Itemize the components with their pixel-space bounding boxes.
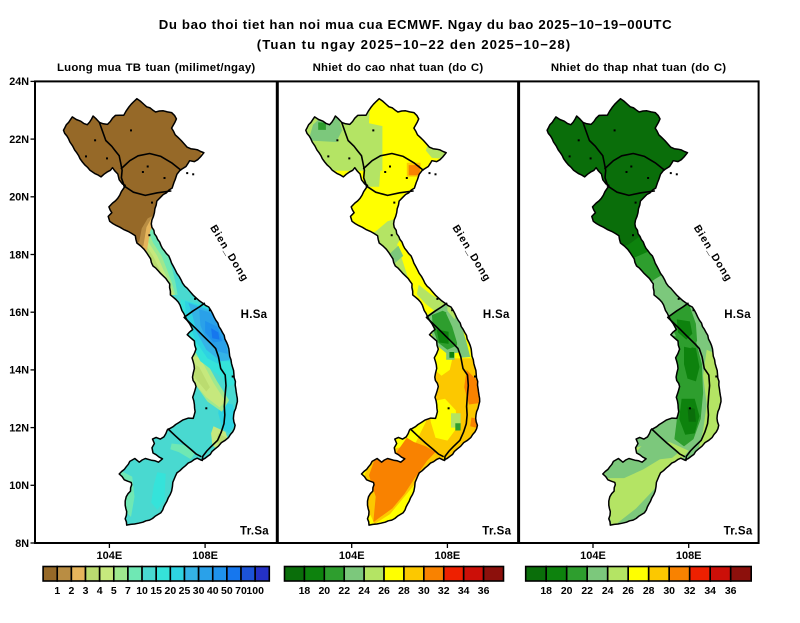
svg-text:1: 1: [54, 585, 60, 597]
svg-text:36: 36: [478, 585, 490, 597]
svg-text:Nhiet do cao nhat tuan (do C): Nhiet do cao nhat tuan (do C): [313, 62, 484, 74]
svg-text:28: 28: [398, 585, 410, 597]
svg-text:Du bao thoi tiet han noi mua c: Du bao thoi tiet han noi mua cua ECMWF. …: [159, 17, 673, 32]
svg-text:104E: 104E: [339, 550, 365, 562]
svg-text:32: 32: [684, 585, 696, 597]
svg-text:10: 10: [136, 585, 148, 597]
svg-text:34: 34: [704, 585, 716, 597]
svg-text:50: 50: [221, 585, 233, 597]
svg-text:40: 40: [207, 585, 219, 597]
svg-text:8N: 8N: [15, 538, 29, 550]
svg-text:28: 28: [643, 585, 655, 597]
svg-text:10N: 10N: [9, 480, 29, 492]
svg-text:24N: 24N: [9, 76, 29, 88]
svg-text:25: 25: [179, 585, 191, 597]
svg-text:30: 30: [663, 585, 675, 597]
svg-text:H.Sa: H.Sa: [483, 309, 510, 321]
svg-text:H.Sa: H.Sa: [724, 309, 751, 321]
svg-text:20: 20: [318, 585, 330, 597]
svg-text:26: 26: [622, 585, 634, 597]
svg-text:32: 32: [438, 585, 450, 597]
svg-text:20N: 20N: [9, 192, 29, 204]
svg-text:5: 5: [111, 585, 117, 597]
svg-text:16N: 16N: [9, 307, 29, 319]
svg-text:36: 36: [725, 585, 737, 597]
svg-text:24: 24: [358, 585, 370, 597]
svg-text:Luong mua TB tuan (milimet/nga: Luong mua TB tuan (milimet/ngay): [57, 62, 256, 74]
svg-text:4: 4: [97, 585, 103, 597]
svg-text:3: 3: [83, 585, 89, 597]
svg-text:2: 2: [68, 585, 74, 597]
svg-text:70: 70: [235, 585, 247, 597]
svg-text:Tr.Sa: Tr.Sa: [724, 526, 753, 538]
svg-text:(Tuan tu ngay 2025−10−22 den 2: (Tuan tu ngay 2025−10−22 den 2025−10−28): [257, 37, 571, 52]
svg-text:H.Sa: H.Sa: [241, 309, 268, 321]
svg-text:12N: 12N: [9, 422, 29, 434]
svg-text:30: 30: [418, 585, 430, 597]
svg-text:Tr.Sa: Tr.Sa: [240, 526, 269, 538]
svg-text:14N: 14N: [9, 365, 29, 377]
svg-text:22: 22: [338, 585, 350, 597]
svg-text:24: 24: [602, 585, 614, 597]
svg-text:18: 18: [299, 585, 311, 597]
svg-text:108E: 108E: [676, 550, 702, 562]
svg-text:22: 22: [581, 585, 593, 597]
svg-text:15: 15: [150, 585, 162, 597]
svg-text:18: 18: [540, 585, 552, 597]
svg-text:20: 20: [164, 585, 176, 597]
svg-text:20: 20: [561, 585, 573, 597]
svg-text:34: 34: [458, 585, 470, 597]
svg-text:18N: 18N: [9, 249, 29, 261]
svg-text:108E: 108E: [435, 550, 461, 562]
svg-text:108E: 108E: [192, 550, 218, 562]
svg-text:26: 26: [378, 585, 390, 597]
svg-text:104E: 104E: [580, 550, 606, 562]
svg-text:Nhiet do thap nhat tuan (do C): Nhiet do thap nhat tuan (do C): [551, 62, 727, 74]
svg-text:22N: 22N: [9, 134, 29, 146]
svg-text:104E: 104E: [97, 550, 123, 562]
svg-text:Tr.Sa: Tr.Sa: [482, 526, 511, 538]
svg-text:7: 7: [125, 585, 131, 597]
svg-text:100: 100: [246, 585, 264, 597]
svg-text:30: 30: [193, 585, 205, 597]
